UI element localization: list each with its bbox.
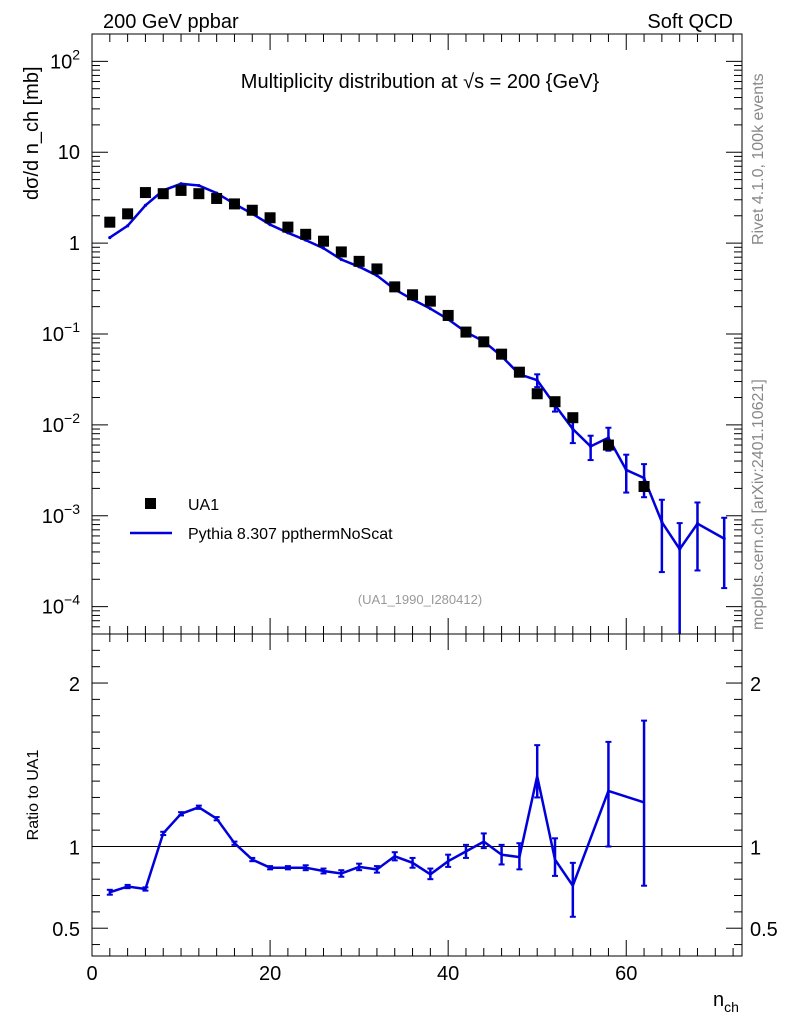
ratio-plot-ticks: [91, 634, 742, 956]
ua1-data-point: [318, 235, 330, 247]
main-y-tick-label: 10−3: [42, 501, 80, 528]
ua1-data-point: [424, 295, 436, 307]
ua1-data-point: [567, 412, 579, 424]
ratio-line: [109, 775, 645, 894]
main-y-tick-labels: 10−4 10−3 10−2 10−1 1 10 102: [42, 46, 80, 618]
ua1-data-point: [193, 188, 205, 200]
pythia-point: [143, 203, 148, 208]
pythia-point: [126, 224, 130, 228]
ratio-plot-frame: [91, 633, 743, 957]
x-tick-label: 20: [259, 963, 281, 985]
legend-pythia-label: Pythia 8.307 ppthermNoScat: [188, 526, 393, 543]
ua1-data-point: [300, 228, 312, 240]
ratio-y-tick-label: 2: [69, 674, 80, 696]
ua1-data-point: [602, 439, 614, 451]
ua1-data-point: [460, 326, 472, 338]
main-y-tick-label: 10: [58, 142, 80, 164]
ua1-data-point: [175, 184, 187, 196]
legend-ua1-marker: [145, 498, 156, 509]
legend-ua1-label: UA1: [188, 497, 219, 514]
analysis-id-label: (UA1_1990_I280412): [358, 592, 482, 607]
ua1-data-point: [496, 348, 508, 360]
ua1-data-point: [104, 216, 116, 228]
header-right-label: Soft QCD: [647, 11, 733, 33]
ua1-data-point: [531, 388, 543, 400]
ratio-plot: 0.5 0.5 1 1 2 2 0 20 40 60 Ratio to UA1: [25, 633, 778, 985]
pythia-point: [339, 257, 343, 262]
main-y-axis-label: dσ/d n_ch [mb]: [21, 66, 43, 200]
pythia-point: [428, 307, 432, 311]
ua1-data-point: [157, 188, 169, 200]
main-plot-title: Multiplicity distribution at √s = 200 {G…: [241, 71, 600, 93]
pythia-point: [321, 246, 326, 250]
ua1-data-point: [139, 187, 151, 199]
ratio-y-axis-label: Ratio to UA1: [25, 750, 42, 841]
ua1-data-point: [246, 204, 258, 216]
x-tick-labels: 0 20 40 60: [86, 963, 637, 985]
pythia-line: [109, 182, 725, 552]
x-axis-label: nch: [713, 989, 739, 1015]
main-y-tick-label: 10−1: [42, 319, 80, 346]
mcplots-side-label: mcplots.cern.ch [arXiv:2401.10621]: [750, 379, 767, 630]
main-plot-frame: [91, 33, 743, 635]
ua1-data-point: [335, 246, 347, 258]
ua1-data-point: [122, 208, 134, 220]
main-y-tick-label: 10−4: [42, 592, 80, 619]
ratio-y-tick-label-right: 2: [750, 674, 761, 696]
pythia-series: [108, 182, 728, 634]
main-y-tick-label: 102: [50, 46, 80, 73]
main-plot-ticks: [91, 33, 742, 635]
ua1-data-point: [264, 212, 276, 224]
ua1-data-point: [282, 221, 294, 233]
ua1-data-point: [353, 255, 365, 267]
rivet-side-label: Rivet 4.1.0, 100k events: [750, 73, 767, 245]
pythia-point: [179, 182, 183, 186]
pythia-point: [375, 273, 379, 278]
ua1-data-point: [407, 289, 419, 301]
ratio-y-tick-label-right: 1: [750, 837, 761, 859]
pythia-point: [268, 222, 272, 227]
main-plot: 10−4 10−3 10−2 10−1 1 10 102 Multiplicity dist…: [21, 33, 743, 635]
x-tick-label: 0: [86, 963, 97, 985]
ua1-series: [104, 184, 650, 492]
ua1-data-point: [478, 336, 490, 348]
ua1-data-point: [549, 396, 561, 408]
ratio-series: [106, 719, 648, 918]
pythia-point: [197, 183, 201, 188]
x-tick-label: 60: [615, 963, 637, 985]
main-y-tick-label: 1: [69, 233, 80, 255]
pythia-point: [108, 236, 112, 240]
ua1-data-point: [211, 192, 223, 204]
ratio-y-tick-labels: 0.5 0.5 1 1 2 2: [52, 674, 778, 941]
ratio-y-tick-label: 1: [69, 837, 80, 859]
ua1-data-point: [638, 480, 650, 492]
ua1-data-point: [371, 263, 383, 275]
x-tick-label: 40: [437, 963, 459, 985]
ua1-data-point: [442, 309, 454, 321]
main-y-tick-label: 10−2: [42, 410, 80, 437]
ratio-y-tick-label: 0.5: [52, 919, 80, 941]
ua1-data-point: [228, 198, 240, 210]
ua1-data-point: [513, 366, 525, 378]
header-left-label: 200 GeV ppbar: [103, 11, 239, 33]
ratio-y-tick-label-right: 0.5: [750, 919, 778, 941]
legend: UA1 Pythia 8.307 ppthermNoScat: [130, 497, 393, 543]
ua1-data-point: [389, 281, 401, 293]
